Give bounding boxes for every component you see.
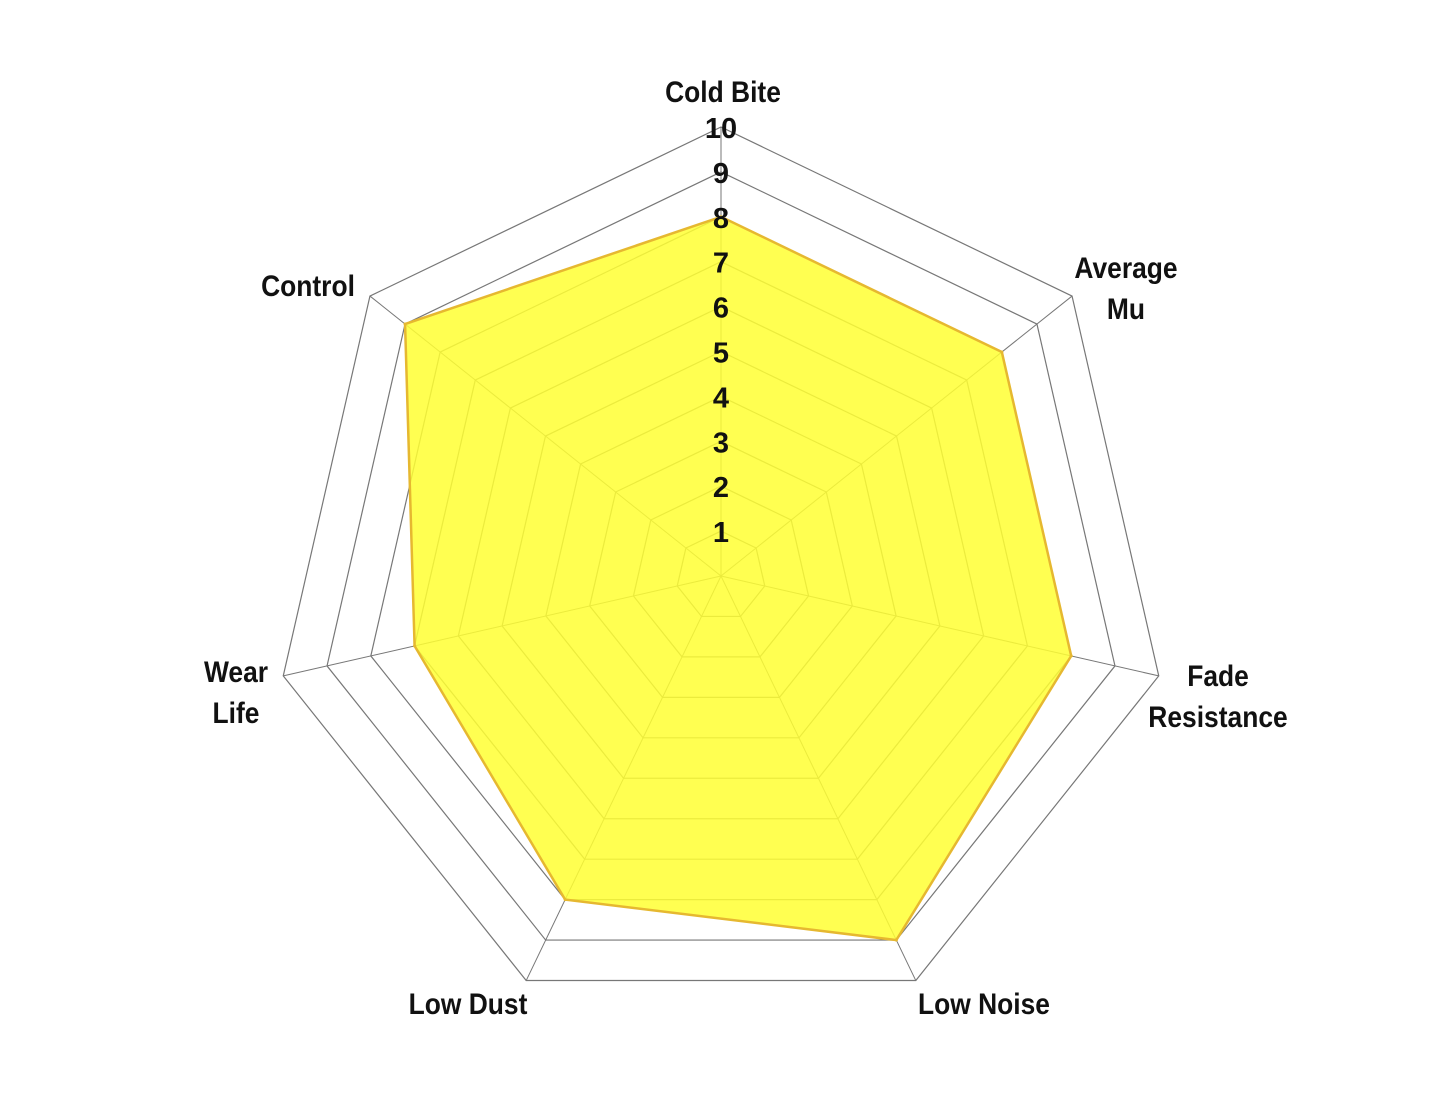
axis-label-cold-bite: Cold Bite [665, 74, 781, 108]
tick-label: 10 [705, 113, 737, 145]
tick-label: 4 [713, 382, 729, 414]
tick-label: 6 [713, 293, 729, 325]
axis-label-wear-life: Wear Life [204, 654, 268, 729]
tick-label: 1 [713, 517, 729, 549]
data-point-control [403, 322, 407, 326]
axis-label-average-mu: Average Mu [1074, 250, 1177, 325]
axis-label-fade-resistance: Fade Resistance [1148, 658, 1287, 733]
grid-ring-9 [326, 171, 1116, 941]
tick-label: 2 [713, 472, 729, 504]
data-point-cold-bite [719, 215, 723, 219]
tick-label: 8 [713, 203, 729, 235]
data-point-average-mu [1000, 350, 1004, 354]
data-point-wear-life [413, 644, 417, 648]
axis-label-low-noise: Low Noise [918, 986, 1050, 1020]
data-point-fade-resistance [1069, 654, 1073, 658]
grid-ring-10 [282, 126, 1160, 982]
axis-label-low-dust: Low Dust [409, 986, 528, 1020]
data-area [403, 215, 1073, 942]
tick-label: 3 [713, 427, 729, 459]
tick-label: 9 [713, 158, 729, 190]
tick-label: 5 [713, 338, 729, 370]
axis-label-control: Control [261, 268, 355, 302]
data-point-low-dust [563, 898, 567, 902]
data-point-low-noise [894, 938, 898, 942]
tick-label: 7 [713, 248, 729, 280]
